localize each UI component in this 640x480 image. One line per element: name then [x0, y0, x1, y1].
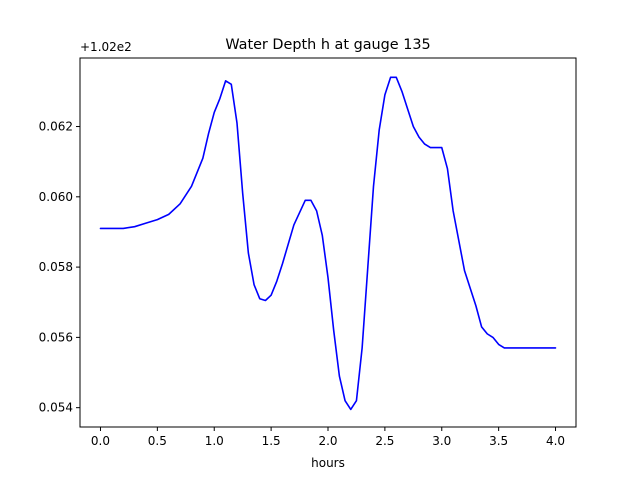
x-axis-label: hours [311, 456, 345, 470]
y-tick-label: 0.054 [39, 401, 73, 415]
x-tick-label: 2.0 [318, 434, 337, 448]
y-offset-text: +1.02e2 [80, 40, 132, 54]
x-tick-label: 1.5 [262, 434, 281, 448]
y-tick-label: 0.062 [39, 120, 73, 134]
y-tick-label: 0.060 [39, 190, 73, 204]
axes-layer: 0.0 0.5 1.0 1.5 2.0 2.5 3.0 3.5 4.0 0.054 0.056 0.0… [39, 57, 577, 448]
x-tick-label: 3.0 [432, 434, 451, 448]
x-tick-label: 1.0 [205, 434, 224, 448]
series-line-0 [99, 76, 557, 411]
x-tick-label: 0.5 [148, 434, 167, 448]
x-tick-label: 0.0 [91, 434, 110, 448]
x-tick-label: 3.5 [489, 434, 508, 448]
y-tick-label: 0.056 [39, 330, 73, 344]
x-tick-label: 4.0 [546, 434, 565, 448]
chart-title: Water Depth h at gauge 135 [225, 37, 430, 53]
x-tick-label: 2.5 [375, 434, 394, 448]
plot-layer [99, 76, 557, 411]
y-tick-label: 0.058 [39, 260, 73, 274]
